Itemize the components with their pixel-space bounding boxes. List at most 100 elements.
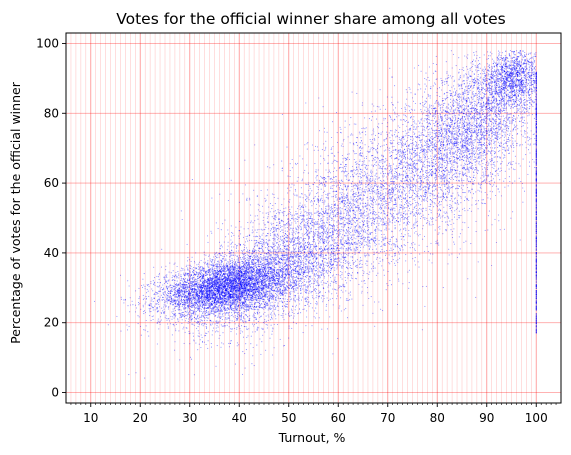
data-point (173, 282, 175, 284)
data-point (197, 307, 199, 309)
data-point (178, 306, 180, 308)
data-point (277, 273, 279, 275)
data-point (222, 279, 224, 281)
data-point (200, 289, 202, 291)
data-point (173, 299, 175, 301)
data-point (248, 294, 250, 296)
data-point (221, 282, 224, 284)
data-point (227, 286, 229, 288)
data-point (239, 265, 241, 267)
data-point (229, 295, 231, 297)
data-point (251, 297, 253, 299)
data-point (189, 275, 191, 277)
data-point (151, 299, 153, 301)
data-point (291, 276, 293, 278)
data-point (177, 284, 179, 286)
data-point (247, 255, 249, 257)
data-point (180, 298, 182, 300)
data-point (226, 295, 229, 297)
data-point (142, 310, 145, 313)
data-point (279, 284, 281, 286)
data-point (206, 288, 208, 290)
data-point (178, 293, 180, 295)
data-point (166, 274, 168, 276)
data-point (189, 316, 191, 319)
data-point (201, 299, 203, 301)
data-point (211, 294, 214, 296)
data-point (236, 286, 238, 288)
data-point (161, 307, 163, 309)
data-point (198, 272, 200, 274)
data-point (170, 285, 172, 287)
data-point (167, 323, 169, 325)
data-point (219, 265, 221, 267)
data-point (236, 265, 239, 267)
data-point (214, 261, 216, 263)
data-point (209, 294, 211, 296)
data-point (196, 285, 198, 287)
data-point (188, 291, 190, 293)
data-point (191, 282, 193, 285)
data-point (227, 269, 229, 271)
data-point (218, 288, 220, 290)
data-point (162, 287, 165, 289)
data-point (238, 267, 240, 269)
data-point (270, 295, 272, 297)
data-point (179, 294, 181, 297)
data-point (217, 308, 219, 310)
data-point (166, 276, 168, 278)
data-point (219, 284, 221, 286)
data-point (183, 279, 185, 281)
data-point (252, 251, 254, 253)
data-point (285, 275, 287, 277)
data-point (242, 275, 244, 277)
data-point (224, 266, 226, 268)
data-point (184, 311, 186, 313)
data-point (194, 283, 196, 285)
data-point (143, 297, 145, 299)
data-point (264, 275, 266, 277)
data-point (214, 283, 216, 286)
data-point (235, 285, 237, 287)
data-point (174, 285, 176, 287)
data-point (144, 286, 146, 288)
data-point (219, 276, 221, 279)
data-point (237, 301, 239, 303)
data-point (228, 278, 230, 280)
data-point (270, 312, 272, 314)
data-point (223, 280, 225, 283)
data-point (232, 297, 234, 299)
data-point (179, 300, 182, 302)
data-point (172, 301, 174, 303)
data-point (234, 282, 236, 284)
data-point (219, 281, 221, 283)
data-point (242, 301, 244, 303)
data-point (250, 288, 252, 290)
data-point (187, 302, 189, 304)
data-point (180, 303, 182, 305)
data-point (196, 267, 198, 269)
data-point (154, 284, 156, 286)
data-point (214, 284, 216, 286)
data-point (216, 264, 218, 266)
data-point (258, 295, 260, 297)
data-point (174, 300, 176, 302)
data-point (255, 288, 258, 290)
data-point (204, 303, 206, 305)
data-point (231, 307, 233, 309)
data-point (196, 296, 198, 298)
data-point (150, 311, 152, 313)
data-point (137, 302, 140, 304)
data-point (229, 304, 232, 307)
data-point (200, 319, 202, 321)
data-point (214, 253, 216, 255)
data-point (245, 294, 247, 296)
data-point (199, 285, 201, 287)
data-point (225, 289, 228, 291)
data-point (174, 310, 176, 312)
data-point (270, 262, 272, 264)
data-point (187, 287, 189, 289)
data-point (191, 289, 194, 291)
data-point (183, 287, 185, 289)
data-point (248, 280, 251, 282)
